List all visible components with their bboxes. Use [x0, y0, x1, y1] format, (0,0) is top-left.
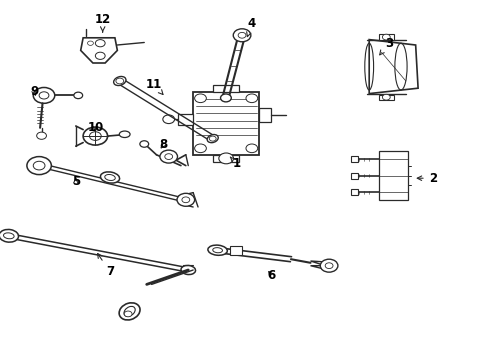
Polygon shape — [310, 266, 327, 269]
Text: 8: 8 — [160, 138, 167, 150]
Ellipse shape — [220, 94, 231, 102]
Circle shape — [177, 193, 194, 206]
Text: 3: 3 — [379, 37, 392, 55]
Circle shape — [163, 115, 174, 123]
Text: 7: 7 — [98, 253, 114, 278]
Circle shape — [209, 136, 216, 141]
Ellipse shape — [119, 303, 140, 320]
Circle shape — [160, 150, 177, 163]
Text: 12: 12 — [94, 13, 111, 32]
Bar — [212, 155, 239, 162]
Ellipse shape — [74, 92, 82, 99]
Circle shape — [233, 29, 250, 42]
Polygon shape — [81, 38, 117, 63]
Bar — [350, 156, 358, 162]
Ellipse shape — [181, 265, 195, 275]
Bar — [350, 173, 358, 179]
Ellipse shape — [0, 229, 19, 242]
Text: 11: 11 — [145, 78, 163, 95]
Ellipse shape — [113, 76, 126, 86]
Text: 9: 9 — [30, 85, 38, 98]
Ellipse shape — [140, 141, 148, 147]
Circle shape — [39, 92, 49, 99]
Circle shape — [320, 259, 337, 272]
Bar — [229, 246, 242, 255]
Text: 5: 5 — [72, 175, 80, 188]
Ellipse shape — [100, 172, 120, 183]
Bar — [378, 95, 393, 100]
Text: 4: 4 — [246, 17, 255, 37]
Bar — [259, 108, 271, 122]
Circle shape — [33, 161, 45, 170]
Circle shape — [83, 127, 107, 145]
Ellipse shape — [124, 306, 135, 316]
Circle shape — [382, 34, 389, 40]
Circle shape — [95, 52, 105, 59]
Bar — [212, 85, 239, 92]
Bar — [178, 114, 193, 125]
Circle shape — [219, 153, 233, 164]
Text: 6: 6 — [267, 269, 275, 282]
Circle shape — [124, 311, 132, 317]
Ellipse shape — [207, 135, 218, 143]
Bar — [350, 189, 358, 195]
Circle shape — [382, 94, 389, 100]
Circle shape — [245, 144, 257, 153]
Circle shape — [194, 94, 206, 103]
Ellipse shape — [119, 131, 130, 138]
Bar — [193, 92, 259, 155]
Circle shape — [95, 40, 105, 47]
Polygon shape — [368, 40, 417, 94]
Circle shape — [37, 132, 46, 139]
Text: 10: 10 — [87, 121, 103, 134]
Ellipse shape — [3, 233, 14, 239]
Circle shape — [33, 87, 55, 103]
Bar — [378, 151, 407, 200]
Text: 2: 2 — [416, 172, 436, 185]
Circle shape — [27, 157, 51, 175]
Circle shape — [245, 94, 257, 103]
Ellipse shape — [207, 245, 227, 255]
Circle shape — [182, 197, 189, 203]
Circle shape — [116, 78, 123, 84]
Ellipse shape — [104, 175, 115, 180]
Bar — [378, 34, 393, 40]
Circle shape — [87, 41, 93, 45]
Circle shape — [164, 154, 172, 159]
Text: 1: 1 — [230, 157, 241, 170]
Circle shape — [325, 263, 332, 269]
Ellipse shape — [212, 248, 222, 253]
Circle shape — [238, 32, 245, 38]
Polygon shape — [310, 261, 327, 266]
Circle shape — [194, 144, 206, 153]
Circle shape — [89, 132, 101, 140]
